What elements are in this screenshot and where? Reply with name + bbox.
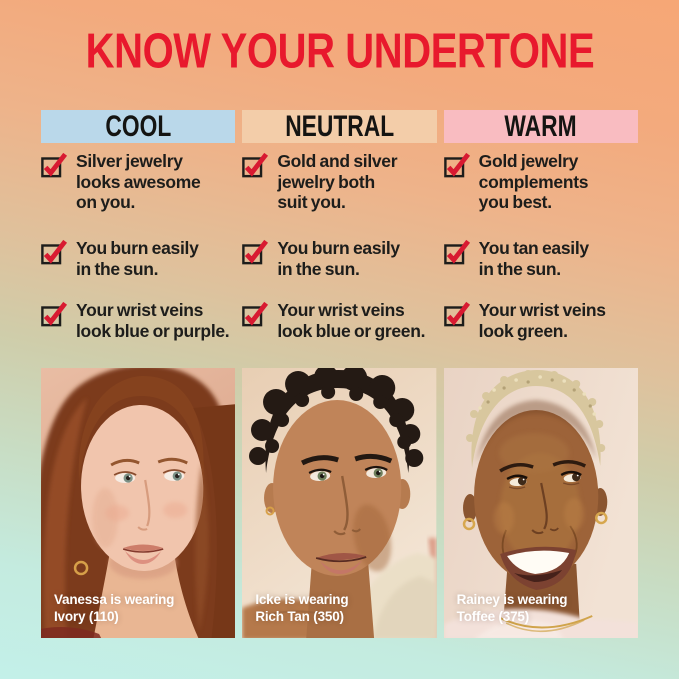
checklist-text: Your wrist veins look blue or purple. — [76, 300, 230, 341]
checklist-cool: Silver jewelry looks awesome on you. You… — [41, 151, 235, 341]
checkbox-checked-icon — [242, 239, 269, 265]
checklist-line: in the sun. — [76, 258, 159, 279]
checklist-item: Your wrist veins look green. — [443, 300, 638, 341]
photo-caption: Rainey is wearing Toffee (375) — [457, 592, 568, 625]
checklist-item: Your wrist veins look blue or green. — [242, 300, 436, 341]
caption-line: Icke is wearing — [255, 592, 349, 607]
checklist-item: You tan easily in the sun. — [443, 238, 638, 300]
portrait-rainey-illustration — [443, 368, 638, 638]
title-row: KNOW YOUR UNDERTONE — [0, 26, 679, 76]
column-headers: COOL NEUTRAL WARM — [41, 110, 638, 143]
checklist-text: Your wrist veins look green. — [479, 300, 606, 341]
portrait-vanessa-illustration — [41, 368, 236, 638]
caption-line: Toffee (375) — [456, 608, 530, 624]
checklist-line: You burn easily — [277, 238, 400, 258]
header-warm: WARM — [443, 109, 638, 143]
photo-icke: Icke is wearing Rich Tan (350) — [242, 368, 437, 638]
checklist-line: suit you. — [277, 192, 346, 212]
checklist-line: Your wrist veins — [277, 300, 405, 320]
portrait-icke-illustration — [242, 368, 437, 638]
header-cool: COOL — [41, 109, 236, 143]
header-neutral: NEUTRAL — [242, 109, 437, 143]
checklist-item: Your wrist veins look blue or purple. — [41, 300, 235, 341]
checklist-item: You burn easily in the sun. — [41, 238, 235, 300]
checkbox-checked-icon — [242, 301, 269, 327]
checkbox-checked-icon — [443, 239, 470, 265]
photo-caption: Vanessa is wearing Ivory (110) — [54, 592, 174, 625]
checklist-line: looks awesome — [76, 171, 201, 192]
caption-line: Rich Tan (350) — [255, 608, 344, 624]
checklist-item: Gold jewelry complements you best. — [443, 151, 638, 238]
checklist-line: You tan easily — [478, 238, 589, 258]
checklist-line: You burn easily — [76, 238, 199, 258]
checklist-text: Your wrist veins look blue or green. — [277, 300, 425, 341]
checklist-line: look blue or green. — [277, 320, 426, 341]
checklist-line: Gold and silver — [277, 151, 398, 171]
page-title-text: KNOW YOUR UNDERTONE — [85, 23, 594, 79]
caption-line: Vanessa is wearing — [54, 592, 175, 607]
model-photos: Vanessa is wearing Ivory (110) — [41, 368, 638, 638]
checklist-line: complements — [478, 171, 589, 192]
checklist-line: Silver jewelry — [76, 151, 183, 171]
checklist-line: you best. — [478, 192, 552, 212]
checklist-text: Gold jewelry complements you best. — [479, 151, 589, 213]
checkbox-checked-icon — [242, 152, 269, 178]
checkbox-checked-icon — [41, 152, 68, 178]
checklist-line: Your wrist veins — [478, 300, 606, 320]
checklist-line: in the sun. — [478, 258, 562, 279]
caption-line: Ivory (110) — [54, 608, 119, 624]
checklist-text: Silver jewelry looks awesome on you. — [76, 151, 201, 213]
checkbox-checked-icon — [443, 152, 470, 178]
checkbox-checked-icon — [443, 301, 470, 327]
page-title: KNOW YOUR UNDERTONE — [22, 26, 658, 76]
header-neutral-label: NEUTRAL — [285, 109, 394, 143]
checkbox-checked-icon — [41, 239, 68, 265]
checklist-line: in the sun. — [277, 258, 360, 279]
checklist-item: Gold and silver jewelry both suit you. — [242, 151, 436, 238]
checklist-text: You burn easily in the sun. — [277, 238, 400, 279]
checklist-item: Silver jewelry looks awesome on you. — [41, 151, 235, 238]
photo-vanessa: Vanessa is wearing Ivory (110) — [41, 368, 236, 638]
caption-line: Rainey is wearing — [456, 592, 568, 607]
header-warm-label: WARM — [504, 109, 577, 143]
checklists: Silver jewelry looks awesome on you. You… — [41, 151, 638, 341]
checklist-line: jewelry both — [277, 171, 375, 192]
checklist-neutral: Gold and silver jewelry both suit you. Y… — [242, 151, 436, 341]
checklist-text: Gold and silver jewelry both suit you. — [277, 151, 397, 213]
checklist-line: on you. — [76, 192, 136, 212]
photo-caption: Icke is wearing Rich Tan (350) — [255, 592, 348, 625]
checklist-text: You tan easily in the sun. — [479, 238, 589, 279]
checklist-text: You burn easily in the sun. — [76, 238, 199, 279]
checklist-line: Gold jewelry — [478, 151, 579, 171]
checklist-line: look blue or purple. — [76, 320, 230, 341]
checklist-item: You burn easily in the sun. — [242, 238, 436, 300]
header-cool-label: COOL — [105, 109, 172, 143]
checklist-line: Your wrist veins — [76, 300, 204, 320]
photo-rainey: Rainey is wearing Toffee (375) — [443, 368, 638, 638]
checkbox-checked-icon — [41, 301, 68, 327]
checklist-line: look green. — [478, 320, 568, 341]
checklist-warm: Gold jewelry complements you best. You t… — [443, 151, 638, 341]
